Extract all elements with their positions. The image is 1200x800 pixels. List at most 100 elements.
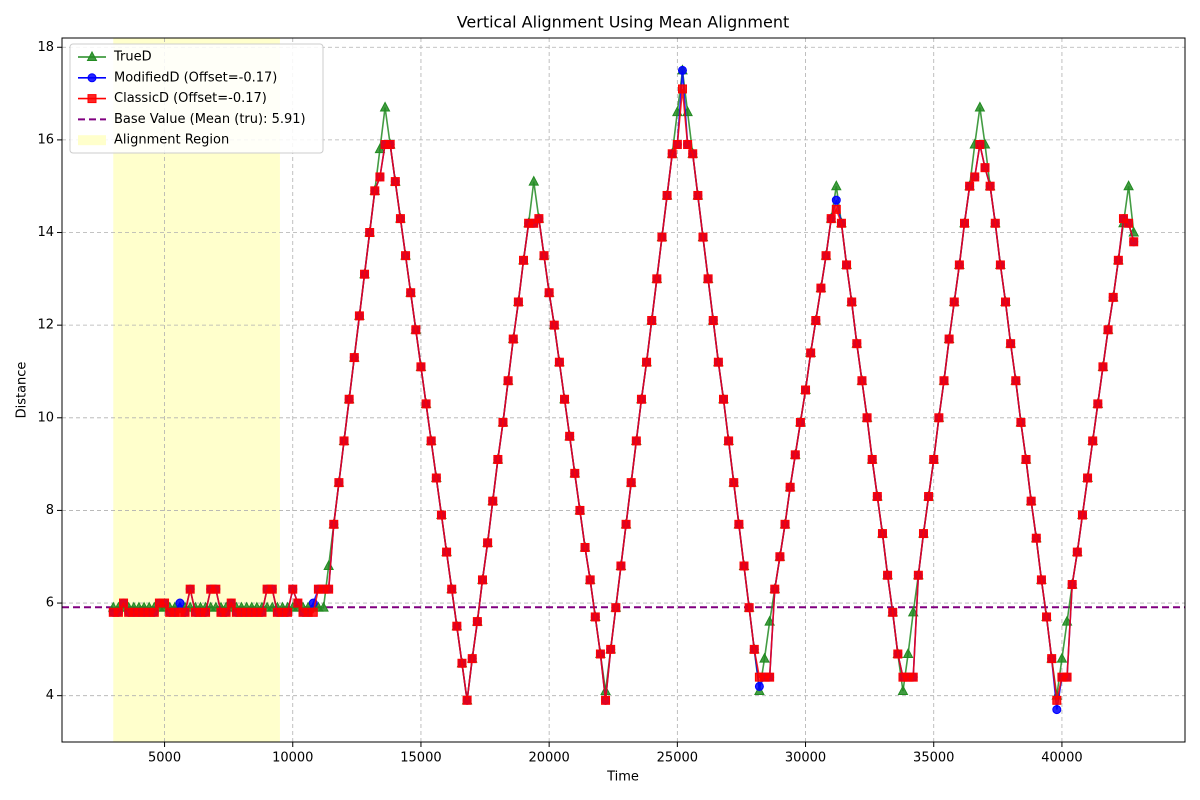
data-point [836,218,846,228]
data-point [426,436,436,446]
data-point [519,255,529,265]
data-point [406,288,416,298]
data-point [621,519,631,529]
data-point [893,649,903,659]
data-point [954,260,964,270]
data-point [677,65,687,75]
data-point [780,519,790,529]
data-point [436,510,446,520]
data-point [724,436,734,446]
data-point [477,575,487,585]
data-point [257,607,267,617]
data-point [1108,292,1118,302]
data-point [483,538,493,548]
data-point [965,181,975,191]
data-point [452,621,462,631]
data-point [734,519,744,529]
data-point [642,357,652,367]
data-point [770,584,780,594]
data-point [1083,473,1093,483]
data-point [1026,496,1036,506]
data-point [606,644,616,654]
legend-marker [86,50,98,61]
data-point [488,496,498,506]
data-point [785,482,795,492]
data-point [857,376,867,386]
data-point [590,612,600,622]
data-point [1052,705,1062,715]
data-point [1123,180,1134,191]
data-point [288,584,298,594]
data-point [662,190,672,200]
data-point [395,214,405,224]
data-point [421,399,431,409]
data-point [1124,218,1134,228]
legend-swatch [78,135,106,146]
data-point [180,607,190,617]
data-point [811,316,821,326]
x-tick-label: 15000 [400,751,441,766]
data-point [821,251,831,261]
y-tick-label: 10 [37,410,54,425]
data-point [160,598,170,608]
data-point [1056,652,1068,663]
data-point [867,454,877,464]
data-point [1047,654,1057,664]
data-point [508,334,518,344]
data-point [1052,695,1062,705]
x-tick-label: 20000 [528,751,569,766]
data-point [672,140,682,150]
data-point [801,385,811,395]
data-point [1036,575,1046,585]
data-point [318,601,329,612]
x-axis-label: Time [606,770,639,785]
data-point [744,603,754,613]
data-point [718,394,728,404]
legend-label: ModifiedD (Offset=-0.17) [114,70,277,85]
data-point [221,607,231,617]
data-point [990,218,1000,228]
data-point [401,251,411,261]
data-point [493,454,503,464]
data-point [929,454,939,464]
x-tick-label: 10000 [272,751,313,766]
data-point [416,362,426,372]
y-tick-label: 14 [37,225,54,240]
data-point [544,288,554,298]
data-point [703,274,713,284]
data-point [831,195,841,205]
data-point [1042,612,1052,622]
data-point [688,149,698,159]
plot-frame [61,37,1186,743]
data-point [652,274,662,284]
data-point [636,394,646,404]
data-point [549,320,559,330]
data-point [379,101,391,112]
data-point [960,218,970,228]
data-point [816,283,826,293]
data-point [554,357,564,367]
legend-marker [87,73,97,83]
data-point [908,672,918,682]
data-point [749,644,759,654]
data-point [677,84,687,94]
data-point [565,431,575,441]
data-point [349,353,359,363]
data-point [226,598,236,608]
data-point [534,214,544,224]
legend-marker [87,94,97,104]
data-point [1006,339,1016,349]
data-point [334,478,344,488]
data-point [528,175,540,186]
data-point [980,163,990,173]
data-point [939,376,949,386]
data-point [877,529,887,539]
data-point [985,181,995,191]
data-point [390,177,400,187]
legend-label: TrueD [113,50,152,65]
data-point [560,394,570,404]
data-point [924,492,934,502]
x-tick-label: 30000 [785,751,826,766]
data-point [647,316,657,326]
data-point [411,325,421,335]
